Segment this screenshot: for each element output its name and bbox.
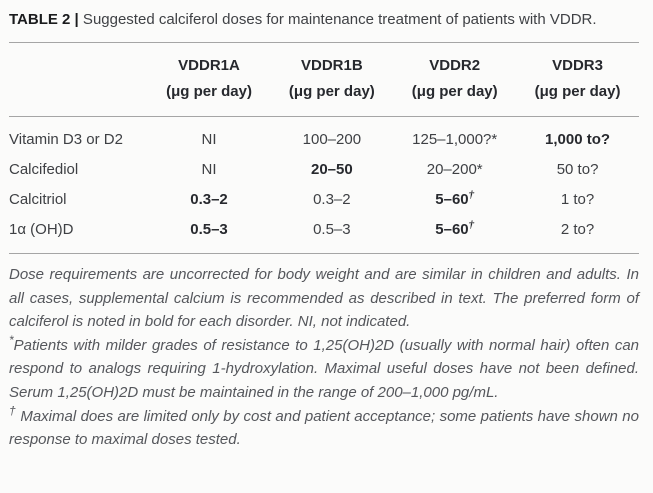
dagger-marker: † [468,218,475,231]
dose-value: 0.3–2 [190,190,228,208]
dose-value: 20–200* [426,160,483,178]
dose-cell: NI [148,154,271,184]
footnote-text: Patients with milder grades of resistanc… [9,336,639,401]
top-rule [9,42,639,43]
header-name-row: VDDR1A VDDR1B VDDR2 VDDR3 [9,43,639,74]
dose-cell: 0.3–2 [270,184,393,214]
dose-value: 2 to? [560,220,595,238]
dose-table: VDDR1A VDDR1B VDDR2 VDDR3 (μg per day) (… [9,43,639,244]
footnote-asterisk: *Patients with milder grades of resistan… [9,334,639,405]
table-row-calcitriol: Calcitriol 0.3–2 0.3–2 5–60† 1 to? [9,184,639,214]
dose-value: 5–60 [435,220,469,238]
dose-value: 1,000 to? [545,130,611,148]
dose-table-header: VDDR1A VDDR1B VDDR2 VDDR3 (μg per day) (… [9,43,639,117]
footnote-dagger: † Maximal does are limited only by cost … [9,405,639,452]
dose-cell: 0.3–2 [148,184,271,214]
dose-value: 50 to? [556,160,599,178]
column-header-vddr1b: VDDR1B [301,57,363,74]
dose-cell: 20–50 [270,154,393,184]
dose-cell: 5–60† [393,214,516,244]
header-empty-cell [9,74,148,117]
dose-table-body: Vitamin D3 or D2 NI 100–200 125–1,000?* … [9,117,639,245]
column-unit-vddr1b: (μg per day) [270,74,394,117]
dose-cell: 20–200* [393,154,516,184]
dose-value: 5–60 [435,190,469,208]
dagger-marker: † [9,403,16,418]
row-label: Calcitriol [9,190,67,208]
table-row-1a-ohd: 1α (OH)D 0.5–3 0.5–3 5–60† 2 to? [9,214,639,244]
header-empty-cell [9,43,148,74]
dose-cell: 1 to? [516,184,639,214]
row-label: Calcifediol [9,160,79,178]
dose-value: 0.3–2 [313,190,351,208]
table-caption: TABLE 2 | Suggested calciferol doses for… [9,9,639,30]
dose-cell: 2 to? [516,214,639,244]
dose-value: 125–1,000?* [412,130,498,148]
dose-value: 20–50 [311,160,353,178]
dose-cell: 0.5–3 [270,214,393,244]
column-unit-vddr3: (μg per day) [516,74,639,117]
dose-cell: 125–1,000?* [393,117,516,155]
asterisk-marker: * [9,332,14,347]
dose-value: 1 to? [560,190,595,208]
dose-cell: 100–200 [270,117,393,155]
row-label: 1α (OH)D [9,220,74,238]
column-header-vddr3: VDDR3 [552,57,603,74]
footnote-text: Maximal does are limited only by cost an… [9,407,639,449]
header-unit-row: (μg per day) (μg per day) (μg per day) (… [9,74,639,117]
column-unit-vddr1a: (μg per day) [147,74,271,117]
dose-cell: NI [148,117,271,155]
bottom-rule [9,253,639,254]
column-header-vddr1a: VDDR1A [178,57,240,74]
dose-value: NI [201,160,217,178]
row-label: Vitamin D3 or D2 [9,130,123,148]
table-row-calcifediol: Calcifediol NI 20–50 20–200* 50 to? [9,154,639,184]
dose-value: 0.5–3 [313,220,351,238]
dose-value: NI [201,130,217,148]
dose-cell: 5–60† [393,184,516,214]
dose-cell: 50 to? [516,154,639,184]
dose-value: 100–200 [302,130,362,148]
table-caption-text: Suggested calciferol doses for maintenan… [78,11,597,28]
dagger-marker: † [468,188,475,201]
column-unit-vddr2: (μg per day) [393,74,517,117]
dose-value: 0.5–3 [190,220,228,238]
footnotes-block: Dose requirements are uncorrected for bo… [9,263,639,452]
column-header-vddr2: VDDR2 [429,57,481,74]
footnote-text: Dose requirements are uncorrected for bo… [9,266,639,331]
dose-cell: 1,000 to? [516,117,639,155]
footnote-general: Dose requirements are uncorrected for bo… [9,263,639,334]
table-row-vitamin-d3-or-d2: Vitamin D3 or D2 NI 100–200 125–1,000?* … [9,117,639,155]
table-number: TABLE 2 | [9,11,79,28]
dose-cell: 0.5–3 [148,214,271,244]
